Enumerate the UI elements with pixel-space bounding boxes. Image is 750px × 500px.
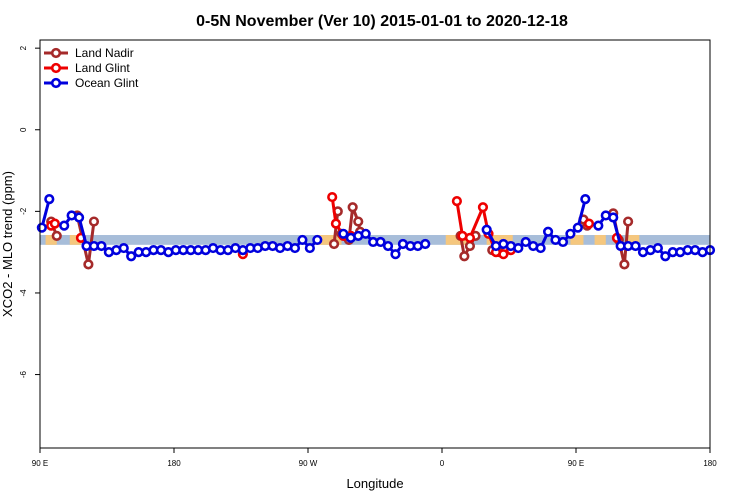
- data-point: [327, 191, 338, 203]
- x-axis-label: Longitude: [346, 476, 403, 491]
- data-point: [451, 196, 462, 207]
- x-tick-label: 90 E: [32, 459, 48, 468]
- y-tick-label: 0: [19, 127, 28, 132]
- data-point: [328, 238, 340, 250]
- y-axis-label: XCO2 - MLO trend (ppm): [0, 171, 15, 317]
- data-point: [513, 242, 524, 254]
- data-point: [520, 236, 531, 248]
- series-3: [36, 194, 716, 262]
- series-layer: [36, 191, 716, 270]
- data-point: [289, 242, 301, 254]
- data-point: [312, 234, 323, 246]
- x-tick-label: 90 W: [299, 459, 318, 468]
- data-point: [96, 240, 107, 252]
- data-point: [382, 240, 394, 252]
- data-point: [464, 240, 476, 252]
- y-tick-label: -4: [19, 289, 28, 297]
- data-point: [59, 220, 70, 231]
- data-point: [608, 212, 619, 223]
- data-point: [623, 216, 634, 227]
- legend-item: Land Nadir: [44, 46, 134, 60]
- plot-frame: [39, 39, 711, 449]
- data-point: [51, 230, 62, 241]
- band-highlight: [315, 235, 342, 245]
- legend-label: Land Glint: [75, 61, 130, 75]
- data-point: [330, 218, 342, 229]
- data-point: [630, 240, 641, 252]
- data-point: [304, 242, 315, 254]
- legend-swatch-point: [50, 47, 62, 59]
- legend-swatch-point: [50, 77, 62, 89]
- data-point: [477, 202, 489, 213]
- data-point: [390, 249, 401, 260]
- data-point: [44, 194, 55, 205]
- data-point: [459, 251, 470, 262]
- data-point: [565, 228, 576, 239]
- data-point: [36, 222, 47, 233]
- band-highlight: [486, 235, 513, 245]
- data-point: [83, 259, 94, 270]
- data-point: [464, 232, 476, 243]
- data-point: [619, 259, 630, 270]
- data-point: [557, 236, 569, 248]
- data-point: [481, 224, 492, 235]
- data-point: [572, 222, 583, 233]
- band-highlight: [628, 235, 640, 245]
- data-point: [580, 194, 591, 205]
- x-tick-label: 0: [440, 459, 445, 468]
- data-point: [338, 228, 349, 239]
- data-point: [126, 251, 137, 262]
- band-highlight: [69, 235, 81, 245]
- data-point: [360, 228, 371, 239]
- data-point: [652, 242, 663, 254]
- y-axis: 2 0 -2 -4 -6: [19, 45, 40, 378]
- legend-label: Ocean Glint: [75, 76, 139, 90]
- data-point: [420, 238, 431, 250]
- data-point: [542, 226, 554, 237]
- data-point: [347, 202, 358, 213]
- data-point: [593, 220, 604, 231]
- data-point: [297, 234, 308, 246]
- legend-item: Ocean Glint: [44, 76, 139, 90]
- x-axis: 90 E 180 90 W 0 90 E 180: [32, 448, 717, 468]
- data-point: [583, 218, 595, 229]
- x-tick-label: 180: [703, 459, 717, 468]
- y-tick-label: -2: [19, 207, 28, 215]
- band-highlight: [570, 235, 584, 245]
- x-tick-label: 90 E: [568, 459, 584, 468]
- legend-label: Land Nadir: [75, 46, 134, 60]
- band-highlight: [594, 235, 606, 245]
- y-tick-label: 2: [19, 45, 28, 50]
- legend-swatch-point: [50, 62, 62, 74]
- data-point: [660, 251, 671, 262]
- data-point: [375, 236, 386, 248]
- data-point: [535, 242, 546, 254]
- data-point: [73, 212, 85, 223]
- chart-title: 0-5N November (Ver 10) 2015-01-01 to 202…: [196, 13, 568, 30]
- data-point: [118, 242, 129, 254]
- y-tick-label: -6: [19, 370, 28, 378]
- band-highlight: [45, 235, 57, 245]
- x-tick-label: 180: [167, 459, 181, 468]
- data-point: [353, 216, 364, 227]
- legend-item: Land Glint: [44, 61, 130, 75]
- data-point: [49, 218, 60, 229]
- data-point: [88, 216, 100, 227]
- data-point: [498, 249, 509, 260]
